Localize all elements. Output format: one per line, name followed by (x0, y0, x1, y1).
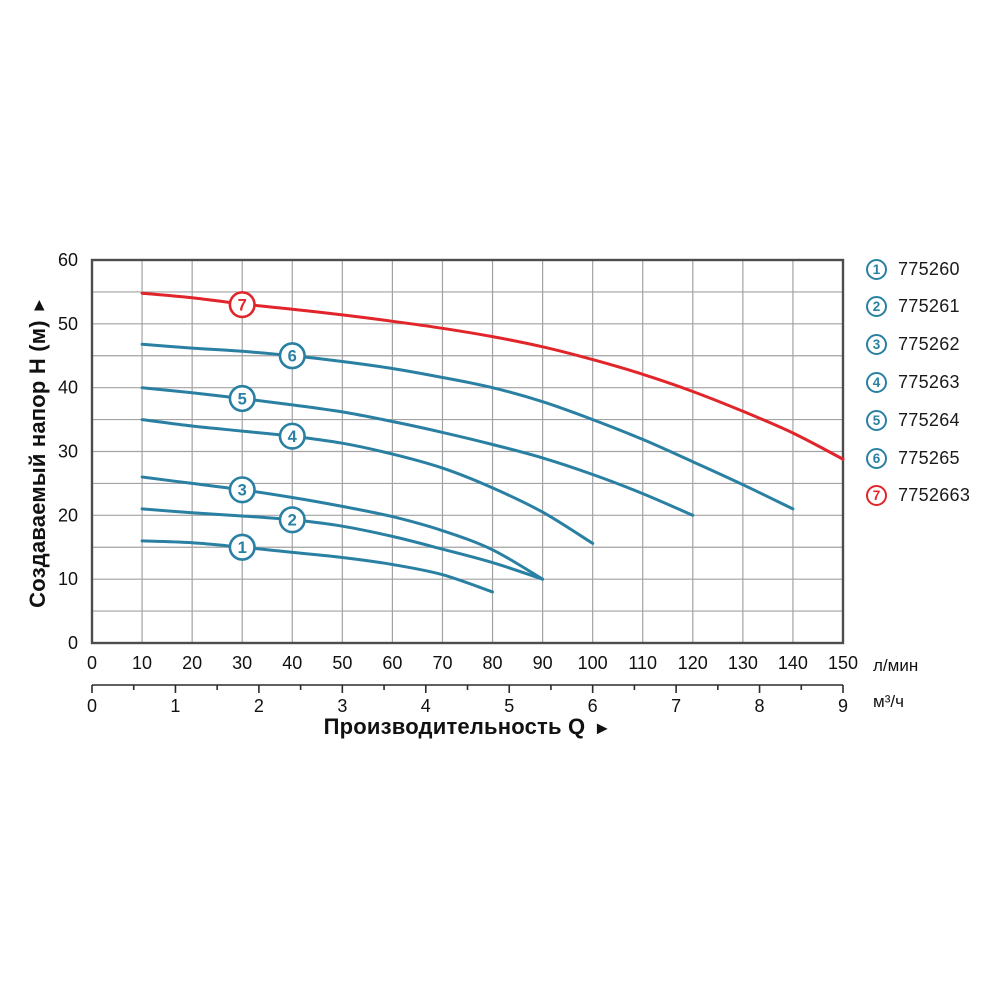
up-arrow-icon: ▲ (30, 294, 49, 315)
x-tick-label-m3h: 3 (337, 696, 347, 716)
x-tick-label-lmin: 70 (432, 653, 452, 673)
x-tick-label-lmin: 0 (87, 653, 97, 673)
x-tick-label-m3h: 6 (588, 696, 598, 716)
curve-marker-5 (228, 384, 256, 413)
legend-marker-5: 5 (866, 409, 887, 431)
legend-item-7752663: 7 7752663 (866, 485, 970, 507)
y-tick-label: 50 (58, 314, 78, 334)
legend-marker-2: 2 (866, 296, 887, 318)
x-tick-label-m3h: 7 (671, 696, 681, 716)
x-tick-label-m3h: 5 (504, 696, 514, 716)
y-tick-label: 30 (58, 442, 78, 462)
x-axis-unit-lmin: л/мин (873, 656, 919, 675)
curve-775260 (140, 539, 494, 594)
legend-code: 775263 (898, 371, 960, 392)
curve-marker-number: 1 (238, 539, 247, 557)
plot-border (90, 258, 845, 645)
curve-775265 (140, 342, 795, 511)
curve-marker-3 (228, 476, 256, 504)
legend-item-775260: 1 775260 (866, 258, 960, 280)
legend-code: 775262 (898, 334, 960, 355)
x-tick-label-m3h: 1 (170, 696, 180, 716)
x-tick-label-lmin: 100 (578, 653, 608, 673)
x-tick-label-m3h: 8 (755, 696, 765, 716)
y-tick-label: 40 (58, 378, 78, 398)
curve-marker-6 (278, 342, 306, 370)
x-axis-title: Производительность Q ► (92, 714, 843, 740)
y-axis-title: Создаваемый напор H (м) ▲ (25, 294, 51, 608)
x-tick-label-lmin: 50 (332, 653, 352, 673)
x-tick-label-m3h: 2 (254, 696, 264, 716)
curve-marker-number: 3 (238, 482, 247, 500)
x-tick-label-lmin: 10 (132, 653, 152, 673)
x-tick-label-m3h: 0 (87, 696, 97, 716)
x-tick-label-lmin: 110 (628, 653, 657, 673)
curve-marker-number: 4 (288, 428, 298, 446)
x-tick-label-lmin: 30 (232, 653, 252, 673)
curve-marker-2 (278, 506, 306, 534)
legend-marker-4: 4 (866, 371, 887, 393)
curve-marker-4 (278, 422, 306, 450)
y-tick-label: 10 (58, 569, 78, 589)
x-tick-label-lmin: 80 (483, 653, 503, 673)
x-tick-label-lmin: 120 (678, 653, 708, 673)
legend-item-775262: 3 775262 (866, 334, 960, 356)
x-tick-label-lmin: 140 (778, 653, 808, 673)
curve-775262 (140, 475, 545, 581)
x-tick-label-lmin: 150 (828, 653, 858, 673)
legend-code: 775265 (898, 447, 960, 468)
x-tick-label-m3h: 9 (838, 696, 848, 716)
x-axis-title-text: Производительность Q (323, 714, 586, 739)
legend-marker-3: 3 (866, 334, 887, 356)
y-tick-label: 20 (58, 505, 78, 525)
legend-marker-7: 7 (866, 485, 887, 507)
curve-775261 (140, 507, 545, 581)
curve-marker-1 (228, 533, 256, 561)
legend-item-775263: 4 775263 (866, 371, 960, 393)
legend-marker-1: 1 (866, 258, 887, 280)
x-tick-label-lmin: 60 (382, 653, 402, 673)
x-tick-label-lmin: 20 (182, 653, 202, 673)
curve-marker-number: 2 (288, 512, 297, 530)
legend-code: 775264 (898, 409, 960, 430)
legend-item-775264: 5 775264 (866, 409, 960, 431)
y-tick-label: 60 (58, 250, 78, 270)
curve-marker-number: 7 (238, 296, 247, 314)
curve-marker-number: 5 (238, 390, 247, 408)
x-tick-label-lmin: 40 (282, 653, 302, 673)
x-tick-label-lmin: 90 (533, 653, 553, 673)
curve-marker-7 (228, 291, 256, 319)
legend-code: 775261 (898, 296, 960, 317)
curve-7752663 (140, 291, 845, 461)
y-tick-label: 0 (68, 633, 78, 653)
legend-code: 7752663 (898, 485, 971, 506)
legend-item-775261: 2 775261 (866, 296, 960, 318)
legend-code: 775260 (898, 258, 960, 279)
legend-item-775265: 6 775265 (866, 447, 960, 469)
curve-775263 (140, 418, 595, 545)
y-axis-title-box: Создаваемый напор H (м) ▲ (16, 260, 60, 643)
curve-marker-number: 6 (288, 348, 297, 366)
legend-marker-6: 6 (866, 447, 887, 469)
x-tick-label-lmin: 130 (728, 653, 758, 673)
x-axis-unit-m3h: м³/ч (873, 692, 904, 711)
right-arrow-icon: ► (593, 718, 612, 738)
y-axis-title-text: Создаваемый напор H (м) (25, 319, 51, 608)
x-tick-label-m3h: 4 (421, 696, 431, 716)
